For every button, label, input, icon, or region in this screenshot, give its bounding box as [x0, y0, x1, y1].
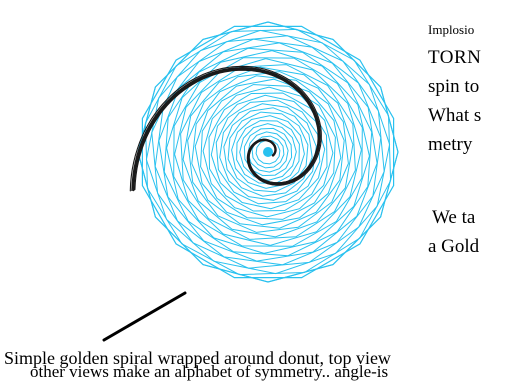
text-line-implosion: Implosio — [428, 22, 475, 37]
rosette-ring — [154, 38, 382, 266]
rosette-ring — [227, 111, 309, 193]
rosette-ring — [174, 58, 362, 246]
rosette-ring — [158, 42, 378, 262]
rosette-ring — [173, 57, 363, 247]
rosette-ring — [210, 94, 326, 210]
figure-caption-line-1: Simple golden spiral wrapped around donu… — [4, 348, 391, 368]
donut-rosette-pattern — [137, 21, 399, 283]
caption-pointer-line — [102, 291, 187, 342]
rosette-ring — [251, 135, 285, 169]
golden-spiral-curve — [129, 65, 322, 192]
text-line-metry: metry — [428, 134, 473, 155]
rosette-outer-star — [141, 25, 395, 279]
text-line-gold: a Gold — [428, 236, 480, 257]
rosette-center — [263, 147, 273, 157]
rosette-ring — [243, 127, 293, 177]
spiral-stroke — [129, 65, 322, 192]
rosette-ring — [194, 78, 342, 226]
rosette-ring — [145, 29, 391, 275]
text-line-we-ta: We ta — [432, 207, 476, 228]
rosette-ring — [219, 103, 317, 201]
rosette-ring — [208, 92, 328, 212]
figure-caption-line-2: other views make an alphabet of symmetry… — [30, 362, 389, 381]
rosette-ring — [239, 123, 297, 181]
rosette-ring — [200, 84, 336, 220]
rosette-ring — [215, 99, 321, 205]
rosette-ring — [166, 50, 370, 254]
rosette-ring — [202, 86, 334, 218]
spiral-stroke — [134, 69, 319, 191]
rosette-ring — [236, 120, 300, 184]
rosette-ring — [231, 115, 305, 189]
text-line-what: What s — [428, 105, 482, 126]
text-line-spin: spin to — [428, 76, 480, 97]
rosette-ring — [223, 107, 313, 197]
rosette-ring — [180, 64, 356, 240]
rosette-ring — [163, 47, 373, 257]
rosette-ring — [182, 66, 354, 238]
rosette-ring — [187, 71, 349, 233]
rosette-ring — [151, 35, 385, 269]
rosette-ring — [191, 75, 345, 229]
text-line-torn: TORN — [428, 47, 482, 68]
rosette-ring — [255, 139, 281, 165]
